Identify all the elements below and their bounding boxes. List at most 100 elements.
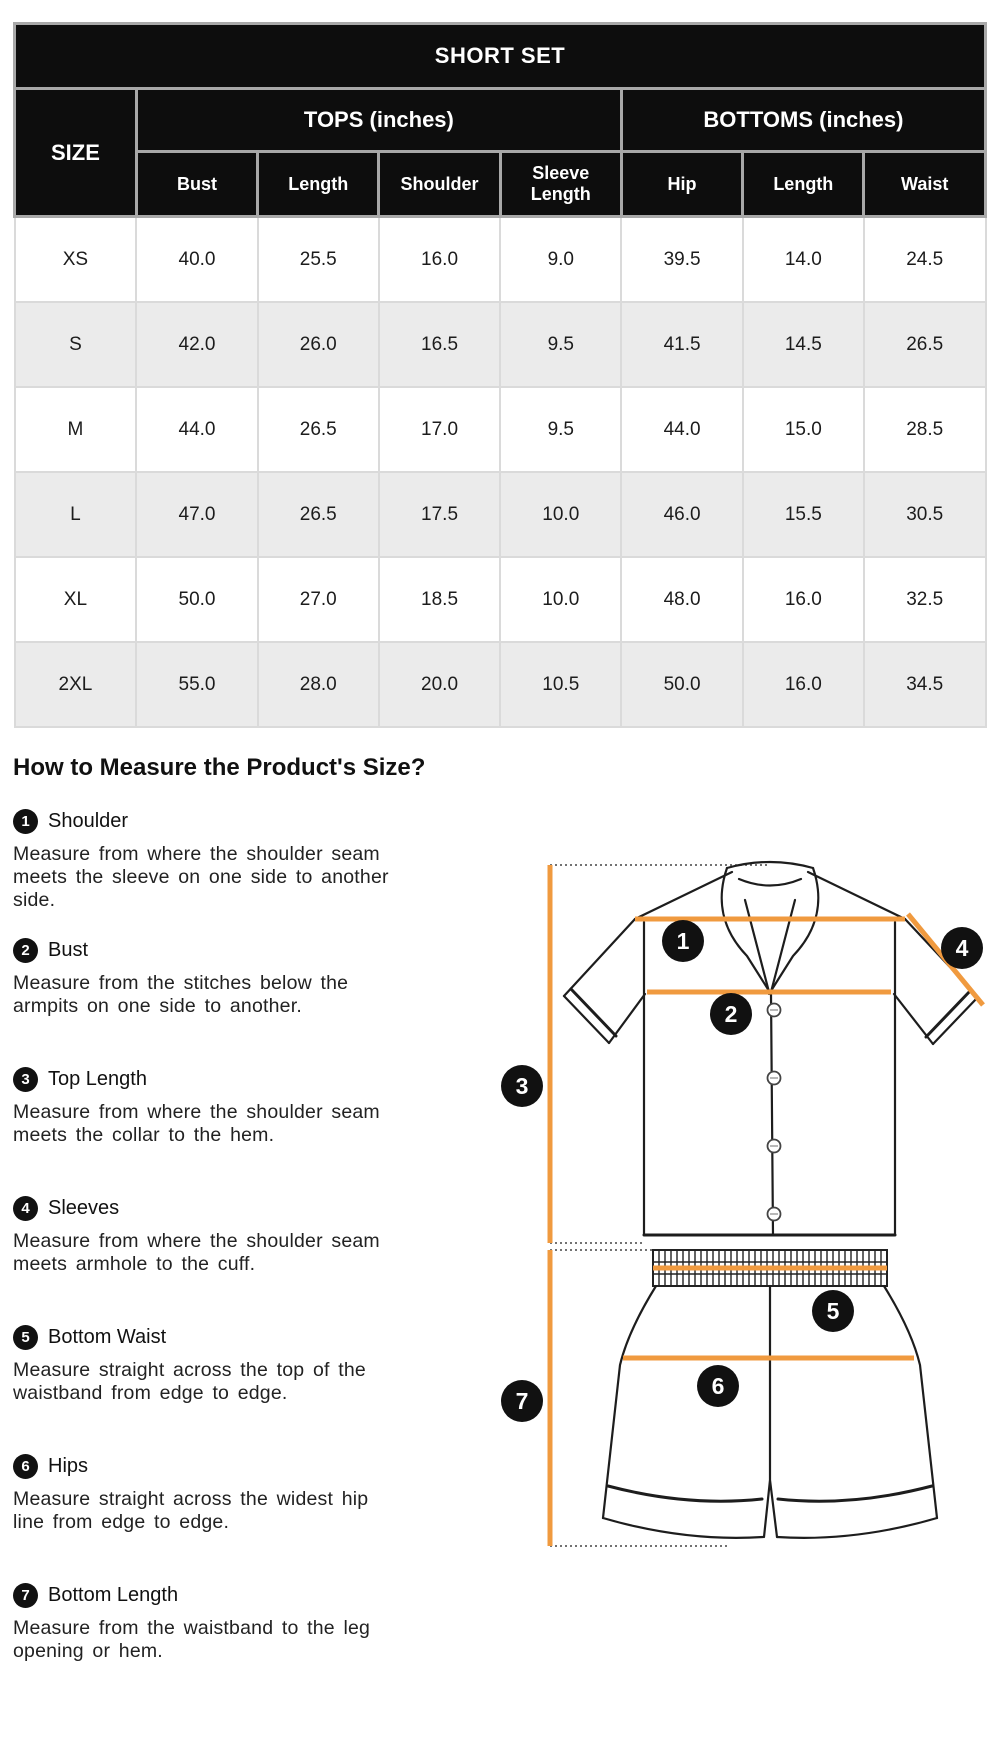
- right-cuff-band: [924, 988, 973, 1039]
- measure-item-heading: 3 Top Length: [13, 1067, 475, 1092]
- measure-item-bottom-waist: 5 Bottom Waist Measure straight across the…: [13, 1325, 475, 1454]
- measure-item-heading: 6 Hips: [13, 1454, 475, 1479]
- measurement-value-cell: 17.5: [377, 471, 502, 558]
- measurement-value-cell: 27.0: [256, 556, 380, 643]
- left-shoulder-seam: [633, 870, 734, 921]
- size-label-cell: XS: [13, 215, 138, 303]
- measurement-value-cell: 26.5: [256, 471, 380, 558]
- measure-item-top-length: 3 Top Length Measure from where the should…: [13, 1067, 475, 1196]
- table-row: L 47.0 26.5 17.5 10.0 46.0 15.5 30.5: [13, 471, 987, 558]
- measure-item-bust: 2 Bust Measure from the stitches below the…: [13, 938, 475, 1067]
- right-cuff-edge: [931, 995, 980, 1046]
- size-chart-table: SHORT SET SIZE TOPS (inches) BOTTOMS (in…: [13, 22, 988, 728]
- table-row: XL 50.0 27.0 18.5 10.0 48.0 16.0 32.5: [13, 556, 987, 643]
- marker-bottom-waist: 5: [812, 1290, 854, 1332]
- measure-item-heading: 5 Bottom Waist: [13, 1325, 475, 1350]
- measurement-value-cell: 9.5: [499, 301, 623, 388]
- numbered-circle-badge: 1: [13, 809, 38, 834]
- table-row: S 42.0 26.0 16.5 9.5 41.5 14.5 26.5: [13, 301, 987, 388]
- left-underarm-seam: [607, 992, 647, 1045]
- measurement-value-cell: 55.0: [135, 641, 259, 728]
- measurement-value-cell: 42.0: [135, 301, 259, 388]
- measurement-value-cell: 34.5: [862, 641, 987, 728]
- measurement-value-cell: 28.0: [256, 641, 380, 728]
- measurement-value-cell: 39.5: [620, 215, 744, 303]
- marker-bottom-length: 7: [501, 1380, 543, 1422]
- bottoms-group-header: BOTTOMS (inches): [619, 87, 988, 153]
- size-label-cell: 2XL: [13, 641, 138, 728]
- marker-top-length: 3: [501, 1065, 543, 1107]
- measurement-value-cell: 48.0: [620, 556, 744, 643]
- measurement-value-cell: 44.0: [620, 386, 744, 473]
- measure-item-description: Measure from the stitches below the armp…: [13, 972, 349, 1017]
- measurement-value-cell: 10.0: [499, 556, 623, 643]
- measurement-value-cell: 44.0: [135, 386, 259, 473]
- collar-neckband: [737, 877, 803, 887]
- measure-item-title: Bust: [48, 939, 89, 961]
- column-header-waist: Waist: [862, 150, 987, 218]
- table-row: 2XL 55.0 28.0 20.0 10.5 50.0 16.0 34.5: [13, 641, 987, 728]
- column-header-bust: Bust: [134, 150, 260, 218]
- measurement-value-cell: 40.0: [135, 215, 259, 303]
- measurement-value-cell: 32.5: [862, 556, 987, 643]
- column-header-hip: Hip: [619, 150, 745, 218]
- measurement-value-cell: 25.5: [256, 215, 380, 303]
- measurement-value-cell: 47.0: [135, 471, 259, 558]
- numbered-circle-badge: 3: [13, 1067, 38, 1092]
- svg-text:6: 6: [712, 1373, 725, 1399]
- marker-sleeves: 4: [941, 927, 983, 969]
- measure-item-title: Shoulder: [48, 810, 129, 832]
- button-placket: [769, 992, 775, 1237]
- measure-item-description: Measure from the waistband to the leg op…: [13, 1617, 371, 1662]
- measurement-value-cell: 14.5: [741, 301, 865, 388]
- measurement-value-cell: 26.5: [256, 386, 380, 473]
- measurement-value-cell: 26.0: [256, 301, 380, 388]
- shorts-center-seam: [762, 1284, 779, 1539]
- numbered-circle-badge: 4: [13, 1196, 38, 1221]
- measure-item-heading: 2 Bust: [13, 938, 475, 963]
- shorts-right-hem: [775, 1516, 939, 1539]
- svg-text:4: 4: [956, 935, 969, 961]
- measure-item-heading: 1 Shoulder: [13, 809, 475, 834]
- size-label-cell: S: [13, 301, 138, 388]
- measure-item-title: Top Length: [48, 1068, 147, 1090]
- measurement-value-cell: 28.5: [862, 386, 987, 473]
- left-cuff-band: [569, 987, 618, 1038]
- measurement-value-cell: 10.5: [499, 641, 623, 728]
- table-row: M 44.0 26.5 17.0 9.5 44.0 15.0 28.5: [13, 386, 987, 473]
- svg-text:7: 7: [516, 1388, 529, 1414]
- measure-item-description: Measure straight across the top of the w…: [13, 1359, 366, 1404]
- measure-item-description: Measure straight across the widest hip l…: [13, 1488, 369, 1533]
- measurement-value-cell: 41.5: [620, 301, 744, 388]
- size-column-header: SIZE: [13, 87, 138, 218]
- measurement-value-cell: 50.0: [135, 556, 259, 643]
- measure-item-description: Measure from where the shoulder seam mee…: [13, 1101, 380, 1146]
- marker-hips: 6: [697, 1365, 739, 1407]
- marker-bust: 2: [710, 993, 752, 1035]
- measurement-value-cell: 18.5: [377, 556, 502, 643]
- column-header-sleeve-length: Sleeve Length: [498, 150, 623, 218]
- measurement-value-cell: 20.0: [377, 641, 502, 728]
- measurement-value-cell: 17.0: [377, 386, 502, 473]
- measurement-value-cell: 26.5: [862, 301, 987, 388]
- table-column-header-row: Bust Length Shoulder Sleeve Length Hip L…: [15, 150, 987, 218]
- left-cuff-edge: [562, 994, 611, 1045]
- how-to-measure-heading: How to Measure the Product's Size?: [13, 754, 426, 781]
- tops-group-header: TOPS (inches): [134, 87, 623, 153]
- right-front-fold: [769, 898, 797, 994]
- measure-item-bottom-length: 7 Bottom Length Measure from the waistband…: [13, 1583, 475, 1712]
- measurement-value-cell: 9.5: [499, 386, 623, 473]
- right-underarm-seam: [892, 992, 935, 1046]
- measurement-value-cell: 14.0: [741, 215, 865, 303]
- measurement-value-cell: 9.0: [499, 215, 623, 303]
- measure-item-description: Measure from where the shoulder seam mee…: [13, 843, 389, 911]
- measurement-value-cell: 16.0: [741, 556, 865, 643]
- size-label-cell: XL: [13, 556, 138, 643]
- size-label-cell: L: [13, 471, 138, 558]
- column-header-shoulder: Shoulder: [377, 150, 502, 218]
- measurement-value-cell: 10.0: [499, 471, 623, 558]
- svg-text:1: 1: [677, 928, 690, 954]
- measurement-value-cell: 15.5: [741, 471, 865, 558]
- shorts-right-hem-band: [776, 1484, 934, 1503]
